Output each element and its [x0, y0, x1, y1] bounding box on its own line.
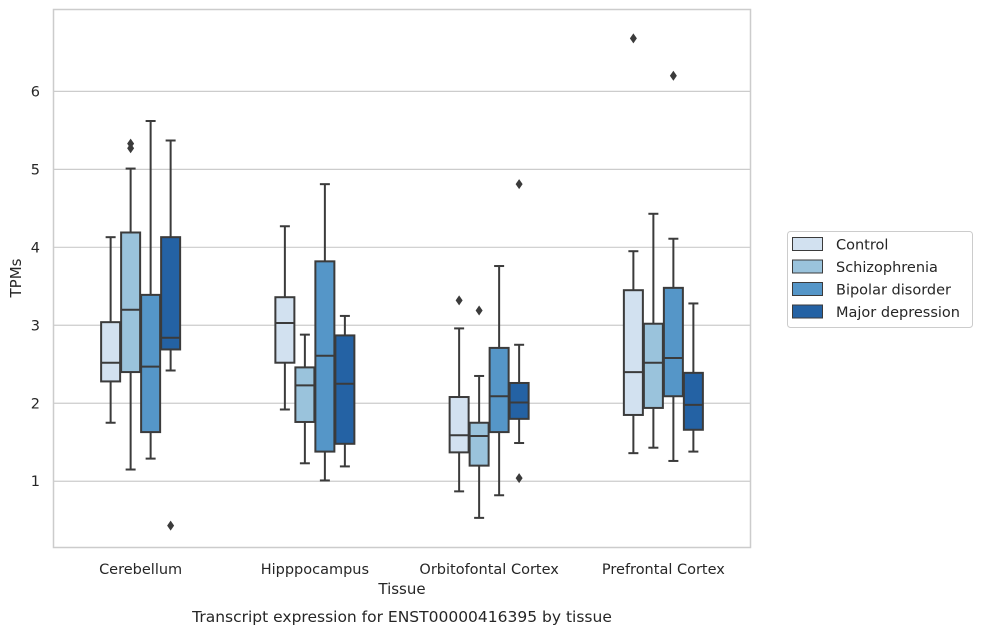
outlier-point — [515, 179, 523, 190]
x-tick-label: Prefrontal Cortex — [602, 562, 725, 578]
box-iqr — [622, 289, 644, 416]
box-group — [448, 295, 470, 493]
box-iqr — [120, 231, 142, 374]
legend-swatch — [792, 237, 823, 251]
x-tick-label: Cerebellum — [99, 562, 182, 578]
box-group — [294, 333, 316, 465]
y-axis-title: TPMs — [7, 258, 25, 298]
outlier-point — [167, 520, 175, 531]
legend-label: Schizophrenia — [836, 260, 938, 276]
outlier-point — [515, 473, 523, 484]
legend-label: Bipolar disorder — [836, 283, 951, 299]
box-group — [468, 305, 490, 519]
legend-swatch — [792, 304, 823, 319]
box-group — [160, 139, 182, 531]
box-iqr — [662, 286, 684, 398]
legend-frame — [787, 231, 973, 328]
box-iqr — [160, 236, 182, 351]
box-iqr — [448, 396, 470, 454]
outlier-point — [455, 295, 463, 306]
box-group — [100, 236, 122, 424]
outlier-point — [127, 138, 135, 149]
box-iqr — [140, 293, 162, 434]
plot-frame — [52, 8, 752, 549]
box-iqr — [100, 321, 122, 383]
box-iqr — [468, 421, 490, 467]
box-iqr — [334, 334, 356, 445]
outlier-point — [629, 33, 637, 44]
y-tick-label: 6 — [31, 84, 40, 100]
box-group — [334, 314, 356, 468]
box-group — [120, 138, 142, 471]
legend-swatch — [792, 282, 823, 296]
y-tick-label: 1 — [31, 474, 40, 490]
box-group — [488, 265, 510, 497]
x-tick-label: Orbitofontal Cortex — [419, 562, 559, 578]
x-axis-title: Tissue — [377, 580, 425, 598]
legend: Control Schizophrenia Bipolar disorder Majo… — [787, 231, 973, 328]
box-iqr — [508, 381, 530, 420]
legend-label: Major depression — [836, 305, 960, 321]
legend-swatch — [792, 259, 823, 274]
box-group — [274, 225, 296, 411]
y-tick-label: 5 — [31, 162, 40, 178]
box-iqr — [274, 296, 296, 364]
chart-caption: Transcript expression for ENST0000041639… — [191, 608, 612, 626]
box-iqr — [682, 371, 704, 431]
box-iqr — [642, 322, 664, 409]
box-group — [140, 119, 162, 460]
y-tick-label: 4 — [31, 240, 40, 256]
y-tick-label: 2 — [31, 396, 40, 412]
outlier-point — [475, 305, 483, 316]
box-plot-marks — [100, 33, 704, 531]
y-axis-ticks: 1 2 3 4 5 6 — [31, 84, 40, 490]
y-tick-label: 3 — [31, 318, 40, 334]
box-iqr — [294, 366, 316, 423]
box-group — [642, 212, 664, 449]
box-group — [622, 33, 644, 455]
x-axis-ticks: Cerebellum Hipppocampus Orbitofontal Corte… — [99, 562, 725, 578]
x-tick-label: Hipppocampus — [261, 562, 369, 578]
box-group — [314, 183, 336, 482]
box-group — [682, 302, 704, 453]
legend-label: Control — [836, 238, 888, 254]
box-iqr — [488, 346, 510, 434]
box-group — [662, 70, 684, 462]
outlier-point — [669, 70, 677, 81]
box-group — [508, 179, 530, 484]
